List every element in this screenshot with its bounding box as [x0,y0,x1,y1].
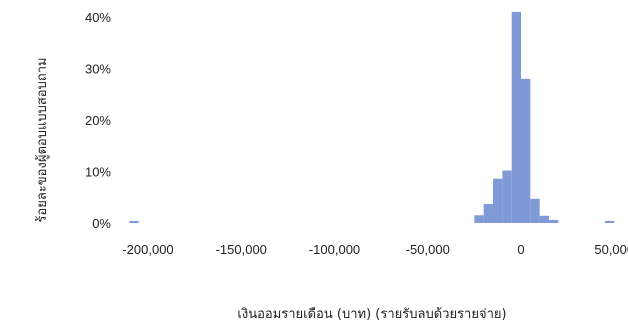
histogram-bar [604,220,615,223]
y-tick-label: 10% [85,165,111,180]
y-tick-label: 20% [85,113,111,128]
histogram-bar [483,203,494,223]
x-tick-label: -50,000 [406,242,450,257]
y-tick-label: 0% [92,216,111,231]
x-axis-ticks: -200,000 -150,000 -100,000 -50,000 0 50,000 [122,242,628,257]
x-tick-label: 50,000 [594,242,628,257]
histogram-bar [493,178,503,223]
x-tick-label: -100,000 [309,242,360,257]
y-axis-ticks: 0% 10% 20% 30% 40% [85,10,111,231]
histogram-bar [502,170,512,223]
y-tick-label: 40% [85,10,111,25]
histogram-bar [548,219,559,223]
x-tick-label: -200,000 [122,242,173,257]
histogram-bar [521,78,531,223]
x-tick-label: 0 [517,242,524,257]
x-axis-title: เงินออมรายเดือน (บาท) (รายรับลบด้วยรายจ่… [237,306,506,322]
y-axis-title: ร้อยละของผู้ตอบแบบสอบถาม [35,57,50,222]
histogram-bar [530,198,540,223]
histogram-bar [474,215,484,223]
y-tick-label: 30% [85,62,111,77]
histogram-bar [539,215,549,223]
histogram-bar [511,11,521,223]
histogram-bar [129,220,139,223]
histogram-bars [129,11,615,223]
x-tick-label: -150,000 [216,242,267,257]
